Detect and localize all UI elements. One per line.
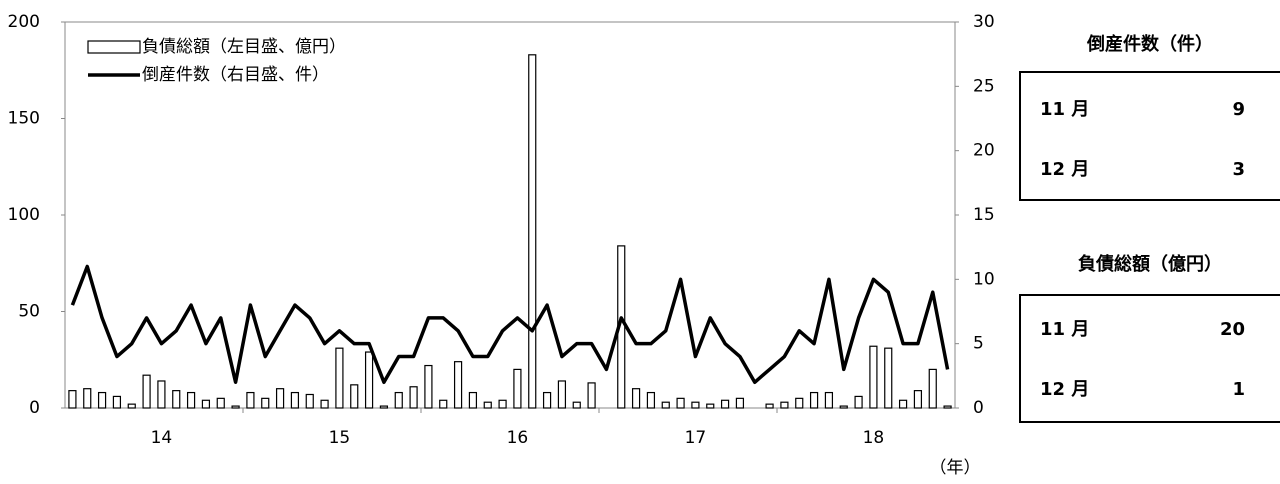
legend-label: 倒産件数（右目盛、件）	[142, 65, 329, 85]
bar	[172, 390, 181, 409]
table-title: 負債総額（億円）	[1078, 253, 1222, 275]
table-frame	[1019, 71, 1280, 201]
bar	[706, 403, 715, 409]
bar	[231, 405, 240, 409]
y-tick-label: 200	[8, 12, 40, 32]
bar	[572, 401, 581, 409]
line	[70, 264, 950, 385]
bar	[157, 380, 166, 409]
bar	[453, 361, 463, 409]
bar	[379, 405, 389, 409]
bar	[186, 391, 196, 409]
bar	[691, 401, 700, 409]
bar	[335, 347, 344, 409]
bar	[795, 397, 804, 409]
table-cell: 12 月	[1040, 159, 1089, 180]
bar	[68, 390, 77, 409]
bar	[127, 403, 136, 409]
x-tick-label: 17	[685, 428, 707, 448]
bar	[528, 54, 537, 409]
x-axis-label: （年）	[930, 458, 981, 478]
bar	[809, 391, 819, 409]
y2-tick-label: 0	[973, 398, 984, 418]
bar	[216, 397, 225, 409]
table-cell: 1	[1232, 379, 1245, 400]
y2-tick-label: 15	[973, 205, 995, 225]
bar	[735, 397, 745, 409]
y2-tick-label: 30	[973, 12, 995, 32]
bar	[824, 391, 834, 409]
y2-tick-label: 20	[973, 141, 995, 161]
bar	[201, 399, 211, 409]
table-cell: 11 月	[1040, 99, 1089, 120]
bar	[780, 401, 789, 409]
bar	[275, 388, 285, 409]
bar	[439, 399, 448, 409]
x-tick-label: 16	[507, 428, 529, 448]
y-tick-label: 100	[8, 205, 40, 225]
bar	[898, 399, 908, 409]
x-tick-label: 15	[329, 428, 351, 448]
bar	[305, 393, 314, 409]
bar	[884, 347, 893, 409]
bar	[468, 391, 478, 409]
bar	[320, 399, 329, 409]
bar	[394, 391, 403, 409]
legend-swatch	[87, 40, 141, 54]
bar	[424, 364, 433, 409]
bar	[409, 386, 418, 409]
bar	[498, 399, 507, 409]
bar	[483, 401, 492, 409]
bar	[943, 405, 952, 409]
x-tick-label: 18	[863, 428, 885, 448]
table-cell: 12 月	[1040, 379, 1089, 400]
bar	[350, 384, 359, 409]
table-title: 倒産件数（件）	[1086, 33, 1213, 55]
y2-tick-label: 10	[973, 269, 995, 289]
bar	[839, 405, 848, 409]
bar	[646, 391, 656, 409]
y-tick-label: 150	[8, 109, 40, 129]
bar	[720, 399, 730, 409]
bar	[513, 368, 522, 409]
table-cell: 11 月	[1040, 319, 1089, 340]
bar	[290, 391, 300, 409]
table-frame	[1019, 294, 1280, 423]
table-cell: 9	[1232, 99, 1245, 120]
table-cell: 3	[1232, 159, 1245, 180]
bar	[261, 397, 270, 409]
bar	[557, 380, 567, 409]
bar	[97, 391, 107, 409]
bar	[913, 390, 923, 409]
bar	[631, 388, 641, 409]
bar	[142, 374, 151, 409]
bar	[661, 401, 670, 409]
x-tick-label: 14	[151, 428, 173, 448]
table-cell: 20	[1220, 319, 1245, 340]
bar	[246, 391, 255, 409]
bar	[676, 397, 685, 409]
bar	[587, 382, 596, 409]
bar	[364, 351, 374, 409]
y2-tick-label: 5	[973, 334, 984, 354]
y2-tick-label: 25	[973, 76, 995, 96]
bar	[542, 391, 552, 409]
bar	[765, 403, 774, 409]
bar	[928, 368, 937, 409]
y-tick-label: 50	[18, 302, 40, 322]
y-tick-label: 0	[29, 398, 40, 418]
bar	[112, 395, 122, 409]
bar	[869, 345, 878, 409]
bar	[854, 395, 863, 409]
legend-label: 負債総額（左目盛、億円）	[142, 37, 346, 57]
bar	[83, 388, 92, 409]
